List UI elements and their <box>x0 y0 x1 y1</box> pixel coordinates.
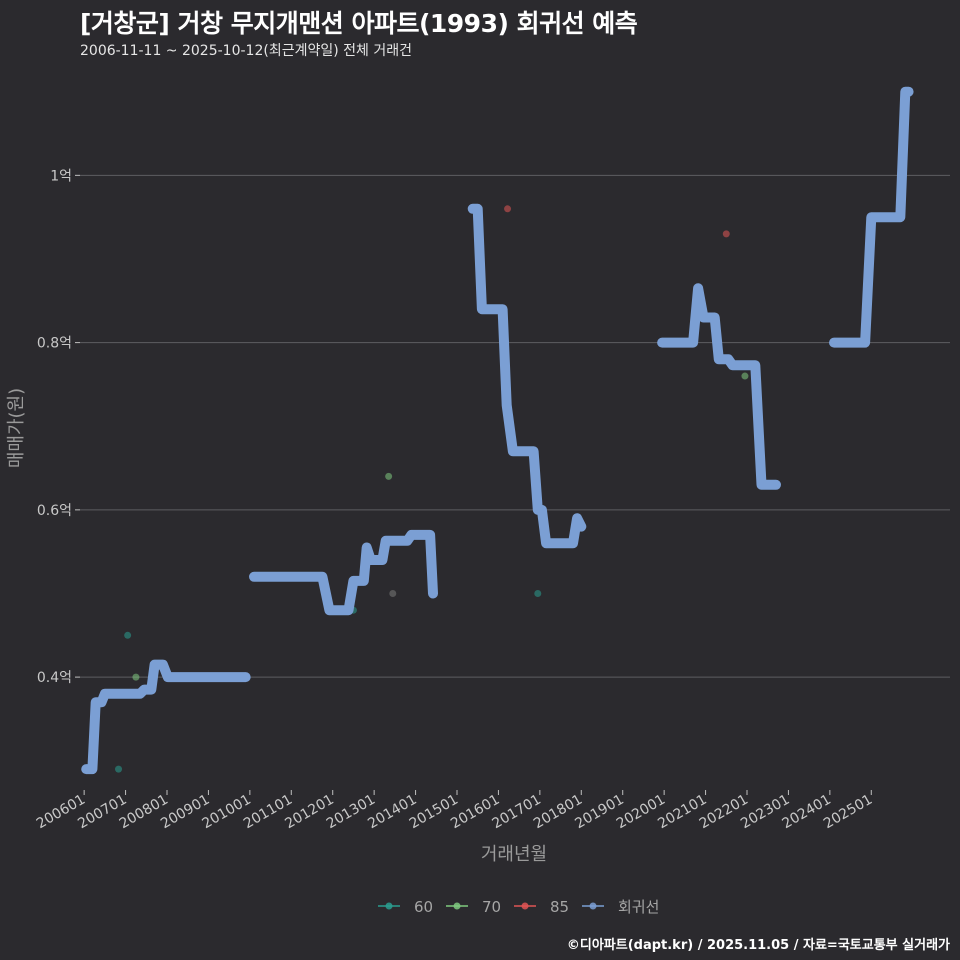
data-point-85 <box>504 205 512 213</box>
legend-key-dot <box>453 902 461 910</box>
grid-lines <box>80 174 950 678</box>
y-tick-label: 0.8억 <box>37 336 72 352</box>
y-axis-title: 매매가(원) <box>6 388 27 468</box>
legend: 60 70 85 회귀선 <box>378 898 659 916</box>
data-point-60-gray <box>389 589 397 597</box>
regression-line-segment <box>829 86 914 348</box>
y-tick-label: 0.4억 <box>37 670 72 686</box>
regression-line-segment <box>467 203 587 549</box>
chart-subtitle: 2006-11-11 ~ 2025-10-12(최근계약일) 전체 거래건 <box>80 43 412 59</box>
data-point-60 <box>534 589 542 597</box>
regression-line <box>81 86 914 775</box>
data-point-60 <box>115 765 123 773</box>
legend-key-dot <box>521 902 529 910</box>
legend-label: 60 <box>414 898 433 916</box>
data-point-70 <box>741 372 749 380</box>
legend-label: 85 <box>550 898 569 916</box>
legend-label: 70 <box>482 898 501 916</box>
legend-label: 회귀선 <box>618 898 659 916</box>
legend-key-dot <box>589 902 597 910</box>
regression-line-segment <box>249 529 438 616</box>
regression-line-segment <box>657 283 781 490</box>
y-tick-label: 1억 <box>50 168 72 184</box>
scatter-points <box>115 205 765 773</box>
y-axis: 0.4억 0.6억 0.8억 1억 <box>37 168 80 686</box>
y-tick-label: 0.6억 <box>37 503 72 519</box>
x-axis-title: 거래년월 <box>481 844 547 865</box>
data-point-70 <box>132 673 140 681</box>
data-point-85 <box>722 230 730 238</box>
chart-title: [거창군] 거창 무지개맨션 아파트(1993) 회귀선 예측 <box>80 9 638 38</box>
credit-text: ©디아파트(dapt.kr) / 2025.11.05 / 자료=국토교통부 실… <box>566 938 950 953</box>
regression-line-segment <box>81 659 251 775</box>
x-axis: 2006012007012008012009012010012011012012… <box>34 790 875 832</box>
data-point-70 <box>385 472 393 480</box>
legend-key-dot <box>385 902 393 910</box>
data-point-60 <box>124 631 132 639</box>
